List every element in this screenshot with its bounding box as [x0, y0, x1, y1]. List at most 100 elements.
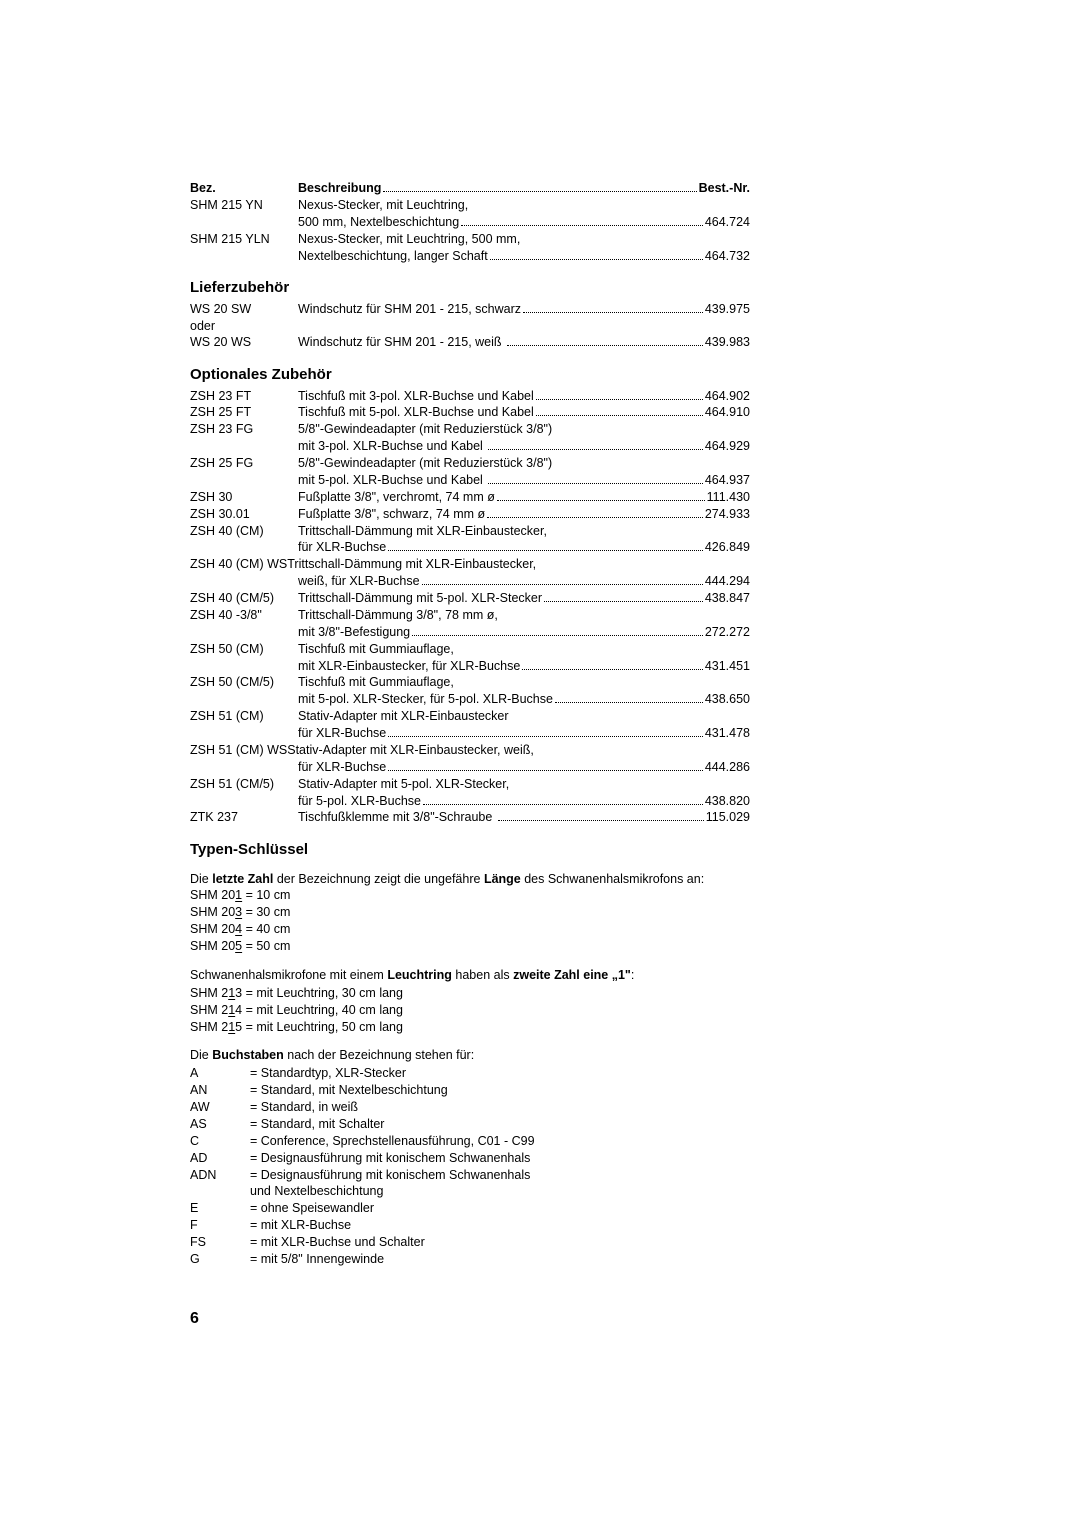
- desc-last: mit 5-pol. XLR-Stecker, für 5-pol. XLR-B…: [298, 691, 553, 708]
- legend-row: AN= Standard, mit Nextelbeschichtung: [190, 1082, 750, 1099]
- table-row: ZSH 51 (CM/5)Stativ-Adapter mit 5-pol. X…: [190, 776, 750, 810]
- desc-cell: Windschutz für SHM 201 - 215, weiß 439.9…: [298, 334, 750, 351]
- legend-key: AW: [190, 1099, 250, 1116]
- desc-cell: Tischfußklemme mit 3/8"-Schraube 115.029: [298, 809, 750, 826]
- dots: [488, 440, 703, 450]
- desc-cell: Nexus-Stecker, mit Leuchtring, 500 mm,Ne…: [298, 231, 750, 265]
- bez-cell: WS 20 SW: [190, 301, 298, 318]
- desc-cell: Fußplatte 3/8", schwarz, 74 mm ø274.933: [298, 506, 750, 523]
- nr: 464.724: [705, 214, 750, 231]
- legend-key: E: [190, 1200, 250, 1217]
- desc-last: mit 5-pol. XLR-Buchse und Kabel: [298, 472, 486, 489]
- legend-key: G: [190, 1251, 250, 1268]
- bez-cell: ZSH 30: [190, 489, 298, 506]
- legend-val: = mit 5/8" Innengewinde: [250, 1251, 384, 1268]
- desc-cell: Tischfuß mit 5-pol. XLR-Buchse und Kabel…: [298, 404, 750, 421]
- desc-last: Windschutz für SHM 201 - 215, weiß: [298, 334, 505, 351]
- typen-line: SHM 205 = 50 cm: [190, 938, 750, 955]
- legend-val: = mit XLR-Buchse: [250, 1217, 351, 1234]
- legend-key: ADN: [190, 1167, 250, 1184]
- table-header: Bez. Beschreibung Best.-Nr.: [190, 180, 750, 197]
- desc-cell: Nexus-Stecker, mit Leuchtring,500 mm, Ne…: [298, 197, 750, 231]
- nr: 438.847: [705, 590, 750, 607]
- legend-key: [190, 1183, 250, 1200]
- table-row: WS 20 WSWindschutz für SHM 201 - 215, we…: [190, 334, 750, 351]
- dots: [412, 626, 703, 636]
- nr: 439.983: [705, 334, 750, 351]
- typen-title: Typen-Schlüssel: [190, 840, 750, 860]
- bez-cell: ZTK 237: [190, 809, 298, 826]
- nr: 464.902: [705, 388, 750, 405]
- dots: [522, 660, 702, 670]
- bez-cell: WS 20 WS: [190, 334, 298, 351]
- bez-sub: oder: [190, 318, 298, 335]
- typen-line: SHM 213 = mit Leuchtring, 30 cm lang: [190, 985, 750, 1002]
- dots: [497, 491, 705, 501]
- typen-p1: Die letzte Zahl der Bezeichnung zeigt di…: [190, 871, 750, 888]
- nr: 426.849: [705, 539, 750, 556]
- legend-key: A: [190, 1065, 250, 1082]
- dots: [544, 592, 703, 602]
- typen-line: SHM 201 = 10 cm: [190, 887, 750, 904]
- desc-line: Trittschall-Dämmung mit XLR-Einbaustecke…: [287, 556, 536, 573]
- desc-last: für XLR-Buchse: [298, 759, 386, 776]
- desc-line: Trittschall-Dämmung mit XLR-Einbaustecke…: [298, 523, 750, 540]
- legend-val: = Standard, in weiß: [250, 1099, 358, 1116]
- desc-last: Trittschall-Dämmung mit 5-pol. XLR-Steck…: [298, 590, 542, 607]
- legend-val: = Standard, mit Schalter: [250, 1116, 384, 1133]
- table-row: ZSH 40 (CM/5)Trittschall-Dämmung mit 5-p…: [190, 590, 750, 607]
- legend-row: G= mit 5/8" Innengewinde: [190, 1251, 750, 1268]
- legend-val: = Designausführung mit konischem Schwane…: [250, 1167, 530, 1184]
- legend-key: C: [190, 1133, 250, 1150]
- table-row: ZSH 40 (CM) WS Trittschall-Dämmung mit X…: [190, 556, 750, 573]
- dots: [388, 761, 703, 771]
- legend-row: AW= Standard, in weiß: [190, 1099, 750, 1116]
- legend-row: A= Standardtyp, XLR-Stecker: [190, 1065, 750, 1082]
- dots: [388, 542, 703, 552]
- desc-line: Stativ-Adapter mit XLR-Einbaustecker: [298, 708, 750, 725]
- desc-cell: Tischfuß mit Gummiauflage,mit 5-pol. XLR…: [298, 674, 750, 708]
- nr: 272.272: [705, 624, 750, 641]
- dots: [555, 694, 703, 704]
- table-row: ZSH 40 (CM)Trittschall-Dämmung mit XLR-E…: [190, 523, 750, 557]
- header-bez: Bez.: [190, 181, 216, 195]
- table-row: ZSH 30.01Fußplatte 3/8", schwarz, 74 mm …: [190, 506, 750, 523]
- header-nr: Best.-Nr.: [699, 180, 750, 197]
- desc-last: Fußplatte 3/8", schwarz, 74 mm ø: [298, 506, 485, 523]
- desc-cell: Tischfuß mit 3-pol. XLR-Buchse und Kabel…: [298, 388, 750, 405]
- desc-cell: Tischfuß mit Gummiauflage,mit XLR-Einbau…: [298, 641, 750, 675]
- dots: [488, 474, 703, 484]
- legend-row: F= mit XLR-Buchse: [190, 1217, 750, 1234]
- legend-val: = Standardtyp, XLR-Stecker: [250, 1065, 406, 1082]
- liefer-title: Lieferzubehör: [190, 278, 750, 298]
- legend-val: = Conference, Sprechstellenausführung, C…: [250, 1133, 535, 1150]
- typen-line: SHM 204 = 40 cm: [190, 921, 750, 938]
- desc-cell: 5/8"-Gewindeadapter (mit Reduzierstück 3…: [298, 421, 750, 455]
- table-row: SHM 215 YNNexus-Stecker, mit Leuchtring,…: [190, 197, 750, 231]
- legend-val: und Nextelbeschichtung: [250, 1183, 383, 1200]
- dots: [523, 303, 703, 313]
- legend-row: und Nextelbeschichtung: [190, 1183, 750, 1200]
- bez-cell: ZSH 50 (CM): [190, 641, 298, 658]
- legend-row: C= Conference, Sprechstellenausführung, …: [190, 1133, 750, 1150]
- desc-line: Stativ-Adapter mit XLR-Einbaustecker, we…: [287, 742, 534, 759]
- nr: 464.929: [705, 438, 750, 455]
- legend-val: = mit XLR-Buchse und Schalter: [250, 1234, 425, 1251]
- dots: [536, 407, 703, 417]
- table-row: ZTK 237Tischfußklemme mit 3/8"-Schraube …: [190, 809, 750, 826]
- desc-cell: Stativ-Adapter mit 5-pol. XLR-Stecker,fü…: [298, 776, 750, 810]
- typen-p3: Die Buchstaben nach der Bezeichnung steh…: [190, 1047, 750, 1064]
- legend-row: AS= Standard, mit Schalter: [190, 1116, 750, 1133]
- table-row: ZSH 50 (CM)Tischfuß mit Gummiauflage,mit…: [190, 641, 750, 675]
- desc-cell: Trittschall-Dämmung mit XLR-Einbaustecke…: [298, 523, 750, 557]
- table-row: ZSH 51 (CM)Stativ-Adapter mit XLR-Einbau…: [190, 708, 750, 742]
- desc-cell: Stativ-Adapter mit XLR-Einbausteckerfür …: [298, 708, 750, 742]
- legend-row: ADN= Designausführung mit konischem Schw…: [190, 1167, 750, 1184]
- desc-cell: Trittschall-Dämmung 3/8", 78 mm ø,mit 3/…: [298, 607, 750, 641]
- table-row: ZSH 23 FTTischfuß mit 3-pol. XLR-Buchse …: [190, 388, 750, 405]
- bez-cell: ZSH 30.01: [190, 506, 298, 523]
- typen-line: SHM 215 = mit Leuchtring, 50 cm lang: [190, 1019, 750, 1036]
- legend-row: AD= Designausführung mit konischem Schwa…: [190, 1150, 750, 1167]
- nr: 464.732: [705, 248, 750, 265]
- table-row: ZSH 51 (CM) WS Stativ-Adapter mit XLR-Ei…: [190, 742, 750, 759]
